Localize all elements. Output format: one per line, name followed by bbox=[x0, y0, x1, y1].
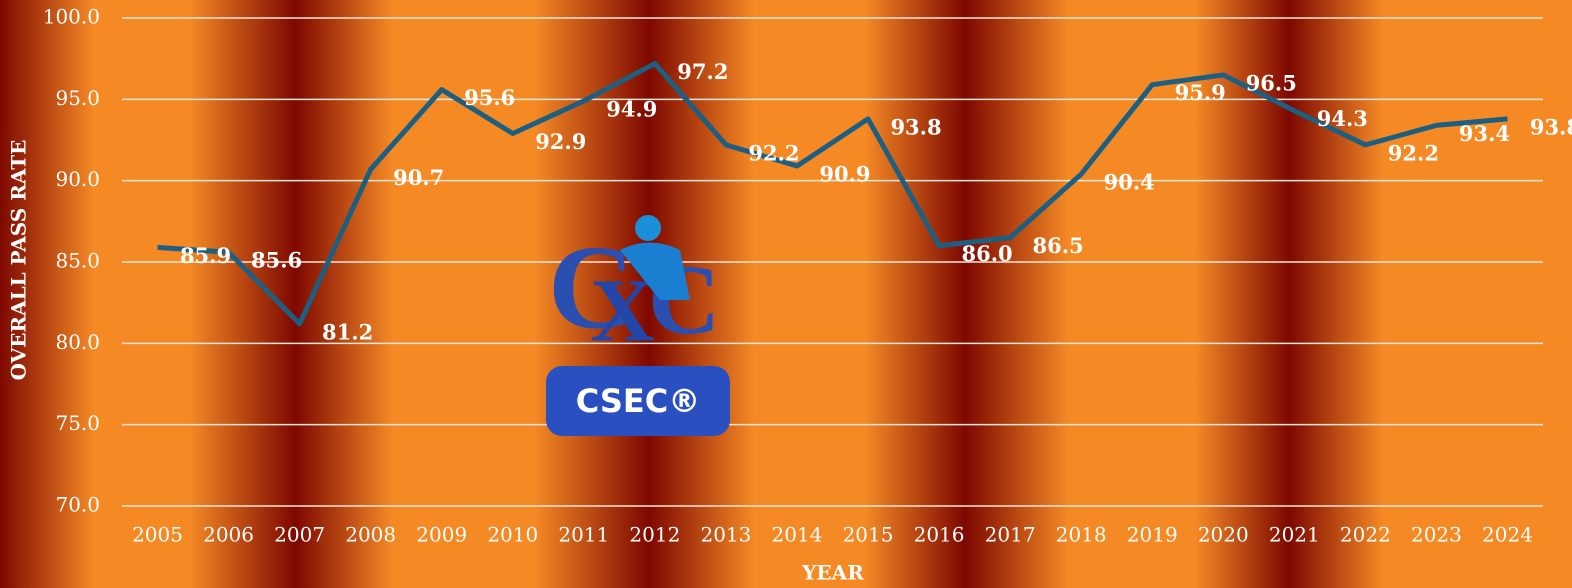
x-tick-label: 2005 bbox=[132, 523, 183, 547]
data-label: 86.5 bbox=[1033, 233, 1084, 258]
y-tick-label: 80.0 bbox=[55, 330, 100, 354]
x-tick-label: 2006 bbox=[203, 523, 254, 547]
x-tick-label: 2023 bbox=[1411, 523, 1462, 547]
data-label: 95.9 bbox=[1175, 80, 1226, 105]
logo-mark: C bbox=[548, 221, 635, 354]
x-tick-label: 2013 bbox=[700, 523, 751, 547]
x-tick-label: 2018 bbox=[1056, 523, 1107, 547]
x-tick-label: 2021 bbox=[1269, 523, 1320, 547]
x-tick-label: 2024 bbox=[1482, 523, 1533, 547]
y-tick-label: 95.0 bbox=[55, 86, 100, 110]
x-tick-label: 2015 bbox=[843, 523, 894, 547]
x-tick-label: 2010 bbox=[487, 523, 538, 547]
x-tick-label: 2022 bbox=[1340, 523, 1391, 547]
data-label: 90.9 bbox=[819, 162, 870, 187]
data-label: 93.8 bbox=[890, 114, 941, 139]
logo-mark bbox=[620, 242, 690, 300]
logo-badge bbox=[546, 366, 730, 436]
data-label: 93.4 bbox=[1459, 121, 1510, 146]
data-label: 95.6 bbox=[464, 85, 515, 110]
x-tick-label: 2011 bbox=[558, 523, 609, 547]
y-tick-label: 75.0 bbox=[55, 411, 100, 435]
y-tick-label: 70.0 bbox=[55, 493, 100, 517]
y-axis-title: OVERALL PASS RATE bbox=[7, 140, 31, 381]
data-label: 85.6 bbox=[251, 248, 302, 273]
data-label: 92.9 bbox=[535, 129, 586, 154]
series-line bbox=[157, 61, 1508, 327]
logo-text: CSEC® bbox=[576, 382, 700, 420]
data-label: 86.0 bbox=[961, 241, 1012, 266]
x-axis-title: YEAR bbox=[801, 561, 864, 585]
data-label: 92.2 bbox=[1388, 140, 1439, 165]
x-tick-label: 2008 bbox=[345, 523, 396, 547]
x-tick-label: 2017 bbox=[985, 523, 1036, 547]
data-label: 81.2 bbox=[322, 319, 373, 344]
x-tick-label: 2020 bbox=[1198, 523, 1249, 547]
data-label: 85.9 bbox=[180, 243, 231, 268]
logo-mark bbox=[635, 215, 661, 241]
x-tick-label: 2016 bbox=[914, 523, 965, 547]
data-label: 90.4 bbox=[1104, 170, 1155, 195]
data-label: 94.9 bbox=[606, 96, 657, 121]
data-label: 92.2 bbox=[748, 140, 799, 165]
x-tick-label: 2009 bbox=[416, 523, 467, 547]
logo: C X C CSEC® bbox=[546, 215, 730, 436]
y-tick-label: 100.0 bbox=[43, 5, 100, 29]
y-tick-label: 90.0 bbox=[55, 167, 100, 191]
data-label: 90.7 bbox=[393, 165, 444, 190]
y-tick-label: 85.0 bbox=[55, 249, 100, 273]
x-tick-label: 2019 bbox=[1127, 523, 1178, 547]
x-tick-label: 2007 bbox=[274, 523, 325, 547]
data-label: 93.8 bbox=[1530, 114, 1572, 139]
x-tick-label: 2014 bbox=[772, 523, 823, 547]
x-tick-label: 2012 bbox=[629, 523, 680, 547]
data-label: 97.2 bbox=[677, 59, 728, 84]
data-label: 94.3 bbox=[1317, 106, 1368, 131]
data-label: 96.5 bbox=[1246, 70, 1297, 95]
